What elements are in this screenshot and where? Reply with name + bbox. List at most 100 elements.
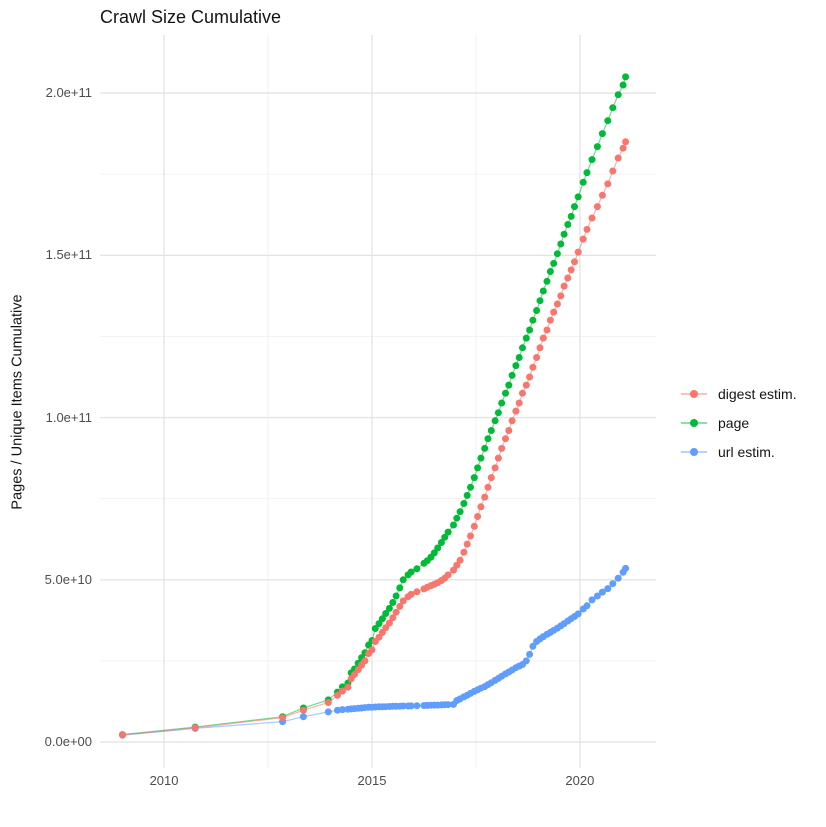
legend-key-url-icon [681,447,707,456]
data-point [382,610,390,617]
data-point [444,528,452,536]
data-point [579,235,587,243]
data-point [444,701,452,709]
data-point [543,326,551,334]
data-point [470,474,478,482]
data-point [505,381,513,389]
data-point [583,225,591,233]
y-tick-label: 1.5e+11 [45,247,92,263]
data-point [344,683,352,691]
data-point [463,491,471,499]
data-point [361,657,369,665]
data-point [487,474,495,482]
legend-item-url: url estim. [681,437,797,466]
data-point [481,493,489,501]
data-point [382,624,390,632]
data-point [515,399,523,407]
data-point [498,399,506,407]
data-point [526,326,534,334]
data-point [491,464,499,472]
x-tick-label: 2010 [149,773,179,788]
data-point [609,580,617,588]
data-point [474,513,482,520]
data-point [522,334,530,342]
data-point [334,691,341,699]
legend-item-digest: digest estim. [681,379,797,408]
data-point [519,344,526,352]
data-point [413,702,421,710]
data-point [430,549,438,557]
data-point [456,508,464,516]
data-point [502,435,509,443]
x-tick-label: 2020 [565,773,595,788]
data-point [299,706,307,714]
data-point [622,73,630,81]
data-point [450,521,457,529]
data-point [494,409,502,417]
data-point [434,544,442,552]
data-point [604,117,612,125]
data-point [619,81,627,89]
data-point [543,277,551,285]
data-point [375,620,383,628]
data-point [557,240,565,248]
data-point [564,274,572,282]
data-point [441,533,449,541]
data-point [529,363,537,371]
data-point [593,143,601,151]
data-point [324,708,332,716]
data-point [536,344,544,352]
data-point [553,300,561,308]
data-point [279,714,287,722]
data-point [539,287,547,295]
data-point [474,464,482,472]
data-point [368,646,376,654]
data-point [515,354,523,361]
data-point [338,687,346,695]
data-point [529,642,537,650]
y-tick-label: 0.0e+00 [44,734,92,750]
data-point [604,180,612,188]
data-point [536,297,544,305]
data-point [508,417,516,425]
data-point [491,417,499,425]
legend-key-digest-icon [681,389,707,398]
data-point [560,282,568,290]
data-point [564,221,572,228]
data-point [477,503,485,511]
data-point [571,203,578,211]
data-point [526,373,534,381]
data-point [498,444,506,452]
data-point [579,178,587,186]
data-point [484,483,492,491]
data-point [546,268,554,275]
data-point [191,724,199,732]
x-tick-label: 2015 [357,773,387,788]
data-point [470,522,478,530]
data-point [487,427,495,434]
data-point [389,599,397,606]
data-point [574,610,582,618]
y-tick-label: 2.0e+11 [45,85,92,101]
data-point [407,702,415,710]
data-point [574,248,582,256]
data-point [351,671,358,678]
data-point [567,212,575,220]
data-point [484,435,492,443]
data-point [508,371,516,379]
data-point [598,588,606,596]
data-point [588,214,596,222]
data-point [553,250,561,258]
data-point [571,258,578,266]
data-point [467,483,474,491]
chart-title: Crawl Size Cumulative [100,7,282,27]
data-point [460,548,468,556]
data-point [385,619,393,627]
data-point [396,602,404,610]
data-point [583,602,591,610]
data-point [392,608,400,616]
data-point [494,454,502,462]
data-point [444,571,452,579]
